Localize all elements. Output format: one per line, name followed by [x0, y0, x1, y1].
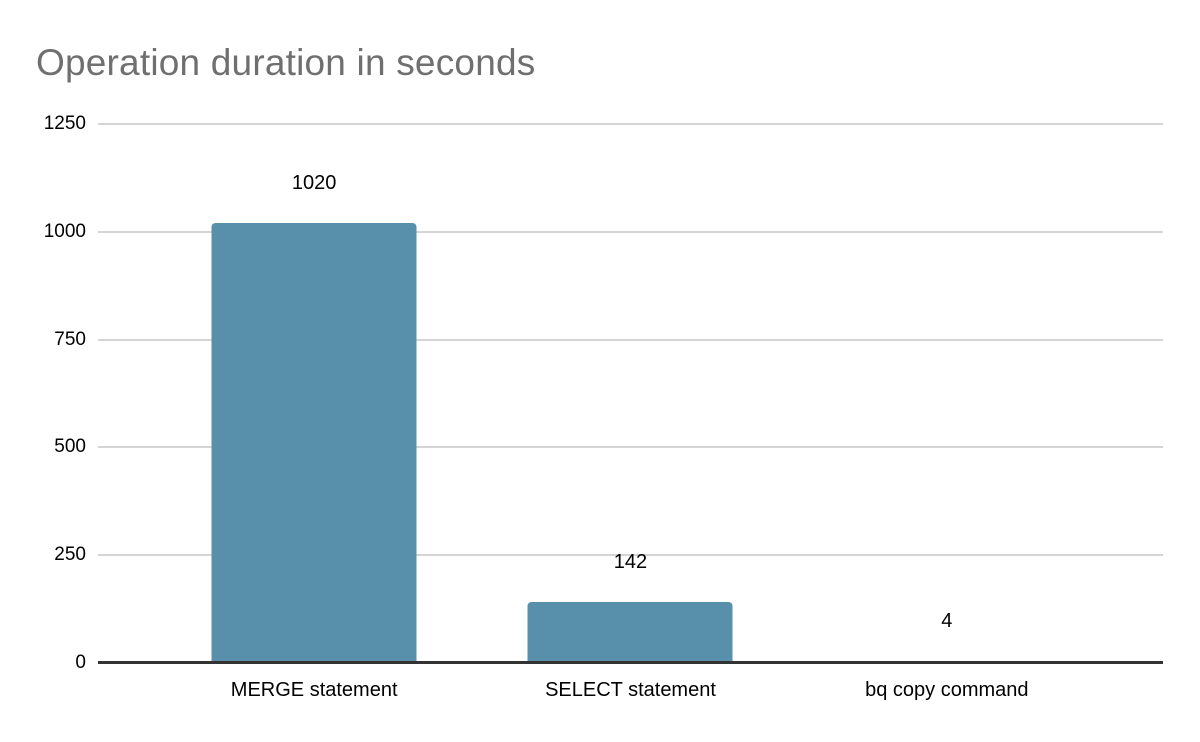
y-tick-label-250: 250: [54, 544, 86, 566]
value-label-2: 142: [613, 550, 648, 573]
category-label-2: SELECT statement: [545, 679, 716, 701]
bar-column-3: 4 bq copy command: [789, 124, 1105, 701]
chart-title: Operation duration in seconds: [36, 42, 536, 83]
x-axis-line: [98, 661, 1163, 664]
y-tick-label-1000: 1000: [43, 220, 86, 242]
category-label-3: bq copy command: [865, 679, 1029, 701]
bar-column-1: 1020 MERGE statement: [156, 124, 472, 701]
y-tick-label-500: 500: [54, 436, 86, 458]
gridline-500: [98, 446, 1163, 449]
bar-1: [211, 223, 417, 663]
y-tick-label-750: 750: [54, 328, 86, 350]
bars-row: 1020 MERGE statement 142 SELECT statement 4 b…: [156, 124, 1105, 701]
value-label-1: 1020: [291, 172, 337, 195]
gridline-1000: [98, 230, 1163, 233]
bar-2: [527, 601, 733, 663]
y-axis-labels: 0 250 500 750 1000 1250: [0, 113, 86, 673]
gridline-250: [98, 554, 1163, 557]
value-label-3: 4: [941, 610, 953, 633]
y-tick-label-1250: 1250: [43, 113, 86, 134]
gridline-1250: [98, 123, 1163, 125]
category-label-1: MERGE statement: [230, 679, 398, 701]
gridline-750: [98, 338, 1163, 341]
y-tick-label-0: 0: [75, 652, 86, 673]
bar-column-2: 142 SELECT statement: [472, 124, 788, 701]
plot-area: 1020 MERGE statement 142 SELECT statement 4 b…: [98, 123, 1163, 701]
